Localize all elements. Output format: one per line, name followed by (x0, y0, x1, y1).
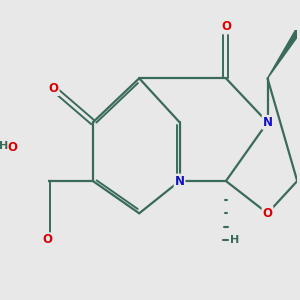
Text: O: O (49, 82, 59, 95)
Text: H: H (230, 235, 240, 245)
Text: N: N (262, 116, 272, 129)
Text: N: N (175, 175, 184, 188)
Polygon shape (268, 25, 300, 78)
Text: O: O (221, 20, 231, 33)
Text: O: O (43, 233, 53, 246)
Text: O: O (7, 141, 17, 154)
Text: H: H (0, 141, 8, 151)
Text: O: O (262, 207, 272, 220)
